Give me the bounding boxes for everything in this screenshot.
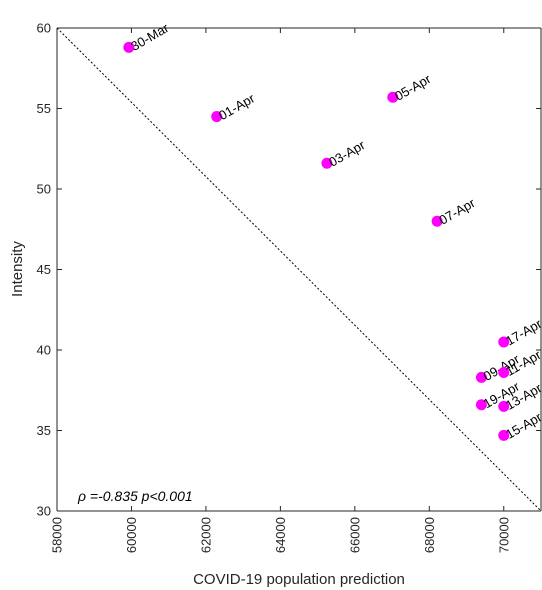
y-tick-label: 60 [37,21,51,36]
y-tick-label: 35 [37,423,51,438]
data-point [431,215,443,227]
data-point [498,429,510,441]
y-tick-label: 55 [37,101,51,116]
x-tick-label: 58000 [50,517,65,553]
y-tick-label: 50 [37,182,51,197]
x-tick-label: 68000 [422,517,437,553]
y-tick-label: 40 [37,343,51,358]
y-tick-label: 30 [37,504,51,519]
x-tick-label: 62000 [198,517,213,553]
data-point [498,336,510,348]
x-tick-label: 64000 [273,517,288,553]
x-tick-label: 60000 [124,517,139,553]
reference-diagonal-line [56,27,542,512]
data-point [475,371,487,383]
x-tick-label: 70000 [496,517,511,553]
data-point [123,41,135,53]
y-axis-title: Intensity [9,241,26,297]
data-point [321,157,333,169]
x-tick-label: 66000 [347,517,362,553]
correlation-annotation: ρ =-0.835 p<0.001 [77,488,193,504]
data-point [475,399,487,411]
x-axis-title: COVID-19 population prediction [193,571,405,588]
data-point [387,91,399,103]
data-point [498,367,510,379]
axis-ticks: 58000 60000 62000 64000 66000 68000 70000 30 35 4… [37,21,541,553]
y-tick-label: 45 [37,262,51,277]
data-point [498,400,510,412]
data-point [211,111,223,123]
